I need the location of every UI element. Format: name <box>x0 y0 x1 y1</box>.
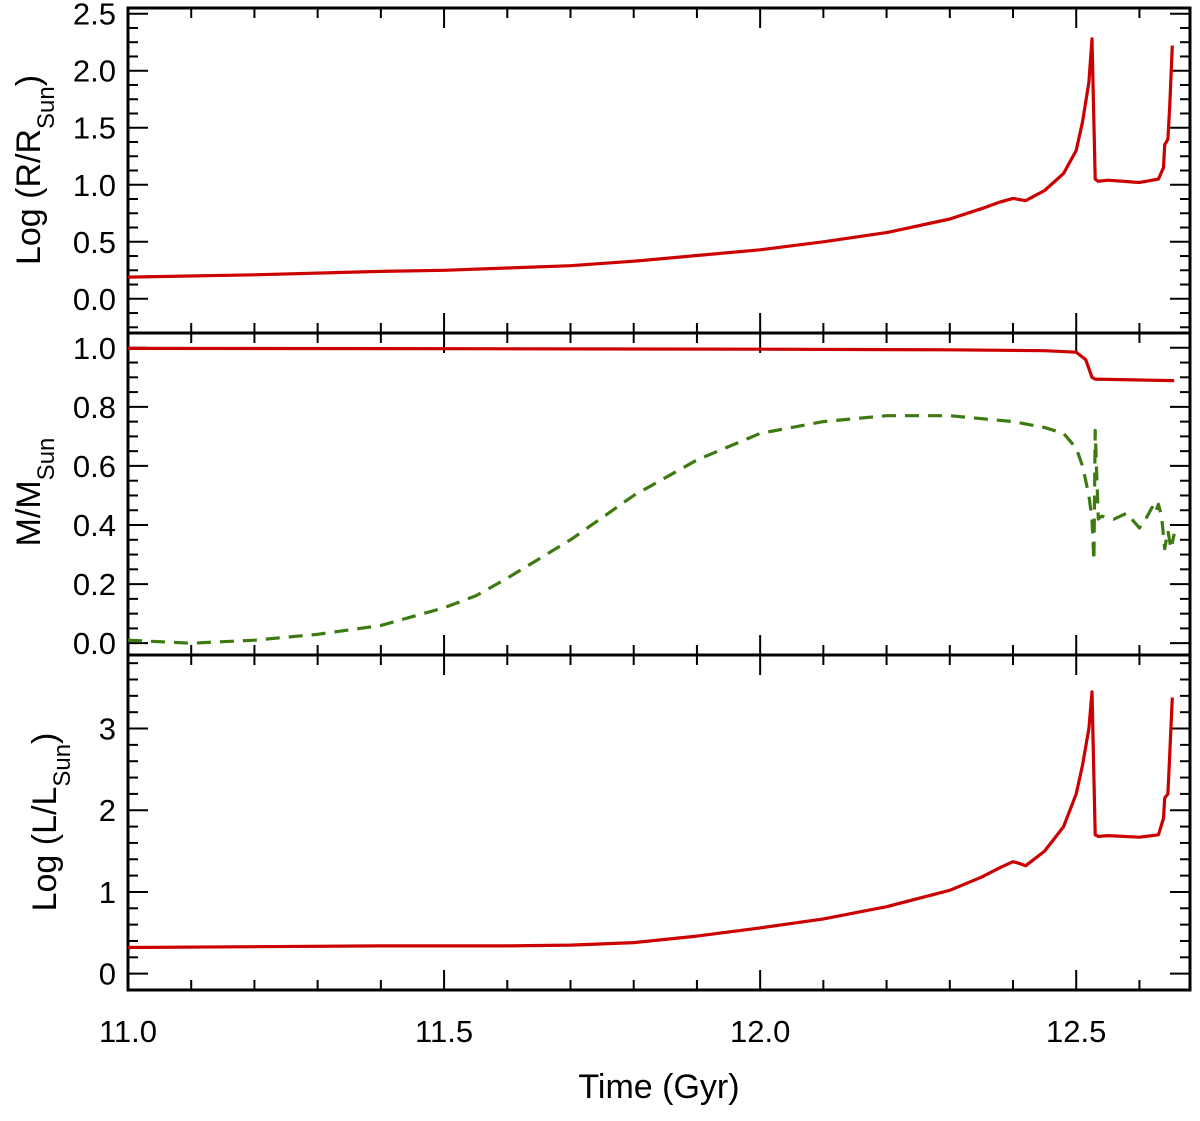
radius-ytick-label: 1.5 <box>73 111 116 146</box>
chart-marks: 0.0 0.5 1.0 1.5 2.0 2.5 0.0 0.2 0.4 0.6 0.8 1.0 0 1 2 3… <box>73 0 1190 1049</box>
radius-axis-title: Log (R/RSun) <box>10 75 60 265</box>
mass-ytick-label: 0.2 <box>73 567 116 602</box>
radius-ytick-label: 0.0 <box>73 282 116 317</box>
luminosity-series-line-0 <box>127 690 1174 950</box>
mass-ytick-label: 0.0 <box>73 626 116 661</box>
radius-series-line-0 <box>127 37 1174 279</box>
mass-panel-frame <box>126 331 1192 657</box>
x-tick-label: 11.0 <box>99 1014 157 1049</box>
x-tick-label: 12.5 <box>1046 1014 1106 1049</box>
mass-ytick-label: 1.0 <box>73 331 116 366</box>
luminosity-ytick-label: 1 <box>99 875 116 910</box>
mass-ytick-label: 0.8 <box>73 390 116 425</box>
luminosity-ytick-label: 3 <box>99 712 116 747</box>
mass-axis-title: M/MSun <box>10 438 60 547</box>
radius-ytick-label: 2.5 <box>73 0 116 32</box>
mass-series-line-0 <box>127 346 1175 383</box>
luminosity-ytick-label: 2 <box>99 793 116 828</box>
luminosity-axis-title: Log (L/LSun) <box>26 733 76 912</box>
radius-ytick-label: 2.0 <box>73 54 116 89</box>
radius-ytick-label: 0.5 <box>73 225 116 260</box>
x-tick-label: 11.5 <box>415 1014 473 1049</box>
x-axis-title: Time (Gyr) <box>578 1068 739 1106</box>
radius-ytick-label: 1.0 <box>73 168 116 203</box>
x-tick-label: 12.0 <box>730 1014 790 1049</box>
radius-panel-frame <box>126 6 1192 335</box>
mass-series-line-1 <box>127 414 1176 645</box>
mass-ytick-label: 0.4 <box>73 508 116 543</box>
luminosity-panel-frame <box>126 653 1192 992</box>
luminosity-ytick-label: 0 <box>99 957 116 992</box>
mass-ytick-label: 0.6 <box>73 449 116 484</box>
